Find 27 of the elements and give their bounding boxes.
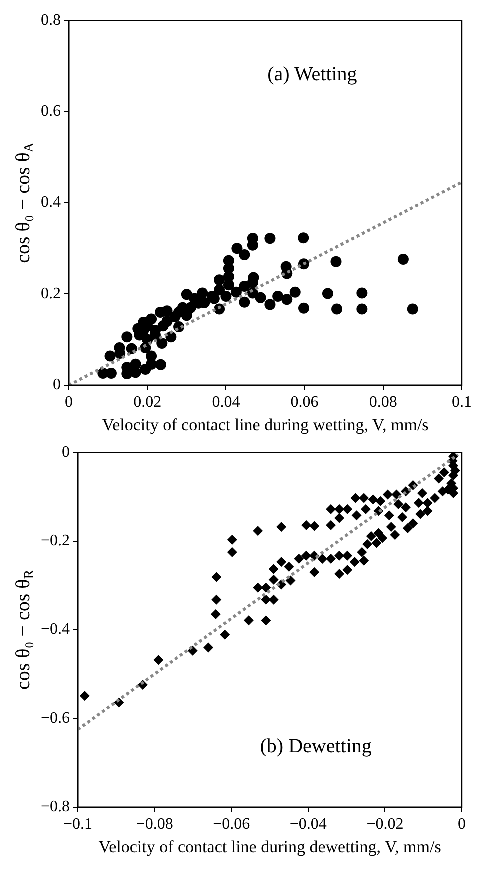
x-tick-label: −0.1 [64, 816, 93, 834]
x-tick-label: 0.06 [290, 394, 319, 412]
annotation: (a) Wetting [268, 64, 358, 86]
x-axis-title: Velocity of contact line during dewetting, V, mm/s [98, 837, 442, 856]
x-tick-label: −0.04 [290, 816, 327, 834]
x-tick-label: −0.06 [213, 816, 250, 834]
x-tick-label: −0.02 [366, 816, 404, 834]
x-tick-label: 0.04 [212, 394, 240, 412]
x-tick-label: 0 [458, 816, 466, 834]
y-tick-label: 0 [53, 376, 61, 394]
x-tick-label: 0.1 [452, 394, 472, 412]
x-tick-label: 0.08 [369, 394, 398, 412]
annotation: (b) Dewetting [260, 735, 372, 758]
y-tick-label: −0.6 [40, 710, 70, 727]
y-tick-label: 0.4 [41, 194, 61, 212]
y-tick-label: 0.8 [41, 12, 61, 29]
y-tick-label: 0.6 [41, 103, 61, 120]
x-axis-title: Velocity of contact line during wetting, V, mm/s [102, 415, 429, 434]
y-tick-label: −0.4 [40, 621, 70, 638]
y-tick-label: −0.2 [40, 532, 70, 550]
x-tick-label: −0.08 [136, 816, 174, 834]
y-tick-label: 0 [62, 444, 70, 461]
x-tick-label: 0.02 [134, 394, 162, 412]
y-axis-title: cos θ₀ − cos θA [12, 142, 38, 264]
y-tick-label: −0.8 [40, 798, 70, 816]
y-tick-label: 0.2 [41, 285, 61, 302]
y-axis-title: cos θ₀ − cos θR [12, 569, 38, 690]
